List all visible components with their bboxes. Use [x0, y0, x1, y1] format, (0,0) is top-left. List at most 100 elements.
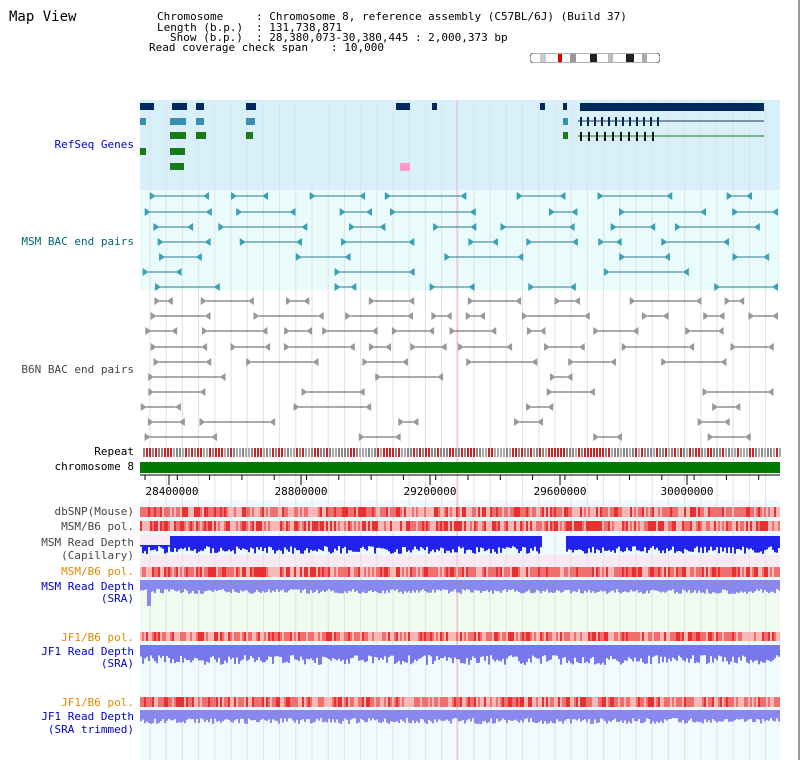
track-label-msm-depth-cap[interactable]: MSM Read Depth — [41, 536, 134, 549]
msm-sra-depth — [516, 580, 518, 591]
jf1-pol-mark — [404, 632, 406, 641]
msm-pol2-mark — [698, 567, 700, 577]
jf1-pol2-mark — [228, 697, 230, 707]
jf1-trim-depth — [768, 710, 770, 721]
track-label-msm-bac[interactable]: MSM BAC end pairs — [21, 235, 134, 248]
track-label-jf1-b6-pol-2[interactable]: JF1/B6 pol. — [61, 696, 134, 709]
jf1-sra-depth — [528, 645, 530, 659]
jf1-trim-depth — [636, 710, 638, 722]
jf1-pol2-mark — [318, 697, 320, 707]
msm-pol2-mark — [202, 567, 204, 577]
dbsnp-mark — [766, 507, 768, 517]
bac-end — [219, 373, 226, 381]
repeat-mark — [545, 448, 547, 457]
jf1-trim-depth — [566, 710, 568, 720]
msm-sra-depth — [768, 580, 770, 594]
jf1-sra-depth — [338, 645, 340, 659]
track-label-dbsnp[interactable]: dbSNP(Mouse) — [54, 505, 134, 518]
dbsnp-mark — [616, 507, 618, 517]
jf1-pol2-mark — [564, 697, 566, 707]
jf1-pol-mark — [160, 632, 162, 641]
jf1-pol-mark — [434, 632, 436, 641]
jf1-trim-depth — [158, 710, 160, 723]
jf1-sra-depth — [340, 645, 342, 662]
msm-cap-depth — [452, 536, 454, 550]
msm-pol2-mark — [468, 567, 470, 577]
msm-sra-depth — [656, 580, 658, 591]
track-label-msm-depth-cap-sub: (Capillary) — [61, 549, 134, 562]
jf1-trim-depth — [160, 710, 162, 722]
msm-pol2-mark — [310, 567, 312, 577]
msm-cap-depth — [602, 536, 604, 548]
jf1-sra-depth — [244, 645, 246, 656]
jf1-sra-depth — [728, 645, 730, 665]
track-label-msm-b6-pol-2[interactable]: MSM/B6 pol. — [61, 565, 134, 578]
msm-pol-mark — [452, 521, 454, 531]
track-label-msm-depth-sra[interactable]: MSM Read Depth — [41, 580, 134, 593]
jf1-pol-mark — [156, 632, 158, 641]
msm-sra-depth — [512, 580, 514, 590]
track-label-jf1-depth-trim[interactable]: JF1 Read Depth — [41, 710, 134, 723]
msm-pol2-mark — [494, 567, 496, 577]
jf1-trim-depth — [264, 710, 266, 721]
jf1-pol2-mark — [604, 697, 606, 707]
jf1-sra-depth — [592, 645, 594, 657]
jf1-pol2-mark — [640, 697, 642, 707]
msm-pol-mark — [140, 521, 142, 531]
track-label-jf1-depth-sra[interactable]: JF1 Read Depth — [41, 645, 134, 658]
msm-cap-depth — [318, 536, 320, 550]
jf1-sra-depth — [762, 645, 764, 663]
msm-pol-mark — [342, 521, 344, 531]
repeat-mark — [599, 448, 601, 457]
msm-pol2-mark — [768, 567, 770, 577]
msm-sra-depth — [202, 580, 204, 594]
msm-pol-mark — [218, 521, 220, 531]
msm-cap-depth — [400, 536, 402, 554]
msm-pol2-mark — [472, 567, 474, 577]
msm-pol-mark — [416, 521, 418, 531]
bac-end — [702, 388, 709, 396]
repeat-mark — [401, 448, 403, 457]
chromosome-ideogram[interactable] — [530, 53, 660, 63]
jf1-sra-depth — [604, 645, 606, 665]
msm-cap-depth — [382, 536, 384, 549]
dbsnp-mark — [204, 507, 206, 517]
msm-sra-depth — [390, 580, 392, 590]
msm-sra-depth — [400, 580, 402, 592]
msm-sra-depth — [680, 580, 682, 594]
jf1-pol2-mark — [326, 697, 328, 707]
dbsnp-mark — [672, 507, 674, 517]
jf1-pol2-mark — [700, 697, 702, 707]
jf1-sra-depth — [360, 645, 362, 661]
msm-pol2-mark — [656, 567, 658, 577]
track-label-msm-b6-pol-1[interactable]: MSM/B6 pol. — [61, 520, 134, 533]
bac-end — [391, 327, 398, 335]
jf1-pol-mark — [210, 632, 212, 641]
jf1-pol-mark — [248, 632, 250, 641]
msm-pol2-mark — [682, 567, 684, 577]
msm-pol-mark — [552, 521, 554, 531]
jf1-pol2-mark — [174, 697, 176, 707]
jf1-sra-depth — [748, 645, 750, 664]
msm-pol-mark — [498, 521, 500, 531]
msm-pol-mark — [188, 521, 190, 531]
dbsnp-mark — [320, 507, 322, 517]
jf1-pol-mark — [488, 632, 490, 641]
dbsnp-mark — [168, 507, 170, 517]
msm-cap-depth — [214, 536, 216, 553]
track-label-repeat[interactable]: Repeat — [94, 445, 134, 458]
msm-pol2-mark — [636, 567, 638, 577]
repeat-mark — [716, 448, 718, 457]
repeat-mark — [332, 448, 334, 457]
msm-sra-depth — [278, 580, 280, 592]
jf1-pol2-mark — [464, 697, 466, 707]
track-label-refseq[interactable]: RefSeq Genes — [54, 138, 134, 151]
repeat-mark — [536, 448, 538, 457]
msm-pol-mark — [754, 521, 756, 531]
track-label-b6n-bac[interactable]: B6N BAC end pairs — [21, 363, 134, 376]
track-label-jf1-b6-pol-1[interactable]: JF1/B6 pol. — [61, 631, 134, 644]
msm-sra-depth — [430, 580, 432, 593]
msm-sra-depth — [596, 580, 598, 593]
jf1-sra-depth — [760, 645, 762, 662]
